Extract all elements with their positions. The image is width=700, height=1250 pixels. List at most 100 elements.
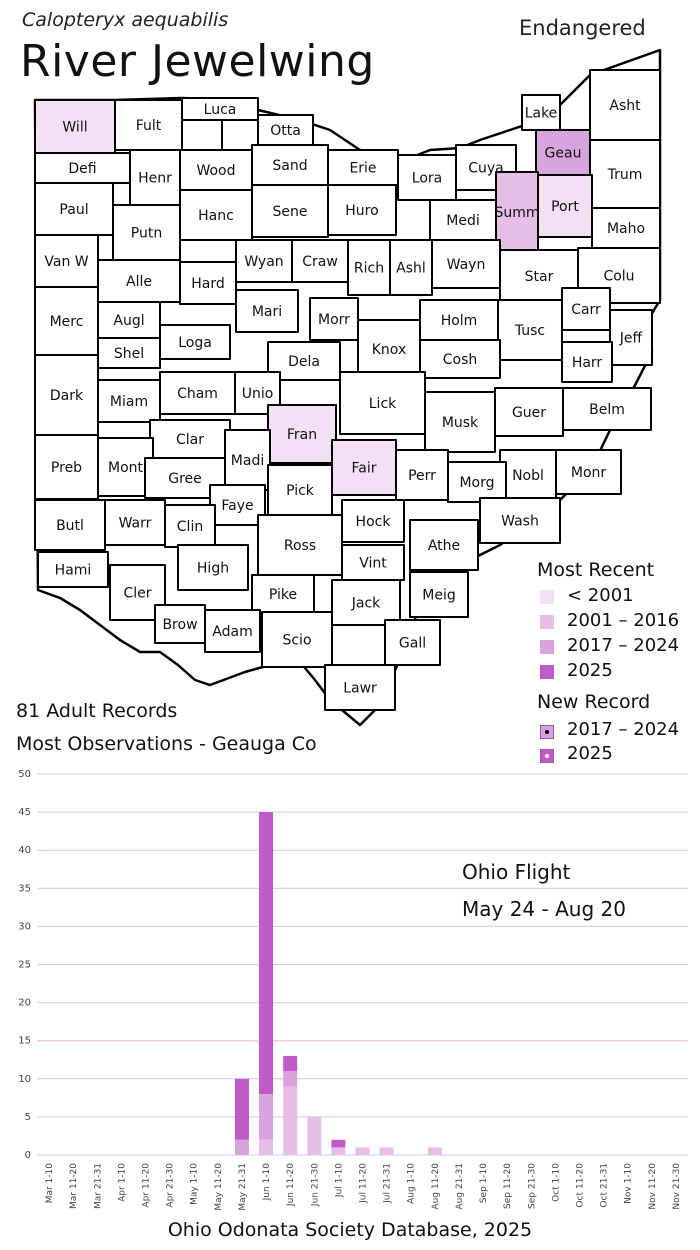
county-label: Jack	[351, 596, 381, 612]
record-count: 81 Adult Records	[16, 700, 178, 722]
county-label: High	[197, 561, 229, 577]
county-wash	[479, 497, 561, 544]
county-label: Wood	[196, 163, 235, 179]
county-label: Wayn	[447, 257, 486, 273]
county-nobl	[499, 449, 557, 501]
x-tick-label: Aug 11-20	[431, 1163, 441, 1210]
county-label: Jeff	[619, 331, 643, 347]
x-tick-label: Jun 21-30	[310, 1163, 320, 1207]
county-label: Craw	[302, 254, 338, 270]
county-fult	[114, 99, 183, 151]
x-tick-label: Nov 1-10	[624, 1163, 634, 1204]
county-label: Augl	[113, 313, 144, 329]
county-huro	[327, 184, 397, 236]
source-footer: Ohio Odonata Society Database, 2025	[167, 1219, 533, 1241]
county-musk	[424, 391, 496, 453]
county-clar	[149, 419, 231, 459]
x-tick-label: Jun 11-20	[286, 1163, 296, 1207]
legend-title: Most Recent	[537, 559, 655, 581]
county-belm	[562, 387, 652, 431]
county-pike	[251, 574, 315, 614]
county-meig	[409, 571, 469, 618]
county-shel	[97, 337, 161, 369]
x-tick-label: Sep 11-20	[503, 1163, 513, 1209]
county-label: Dark	[50, 388, 84, 404]
y-tick-label: 15	[18, 1036, 31, 1047]
county-label: Cler	[123, 586, 151, 602]
county-clin	[164, 504, 216, 548]
y-tick-label: 10	[18, 1074, 31, 1085]
county-adam	[204, 609, 261, 653]
legend-swatch	[540, 590, 554, 604]
county-label: Clar	[176, 432, 204, 448]
county-label: Holm	[441, 313, 478, 329]
county-wood	[179, 149, 253, 191]
county-label: Loga	[178, 335, 212, 351]
county-fair	[331, 439, 397, 496]
county-jeff	[609, 309, 653, 366]
county-label: Ashl	[396, 261, 426, 277]
scientific-name: Calopteryx aequabilis	[22, 9, 229, 31]
y-tick-label: 20	[18, 998, 31, 1009]
county-butl	[34, 499, 106, 551]
county-miam	[97, 379, 161, 423]
county-label: Hami	[55, 563, 92, 579]
county-morr	[309, 297, 359, 341]
y-tick-label: 45	[18, 807, 31, 818]
x-tick-label: Aug 1-10	[407, 1163, 417, 1204]
county-fran	[267, 404, 337, 464]
county-morg	[447, 461, 507, 503]
county-label: Asht	[609, 98, 641, 114]
county-label: Van W	[44, 254, 88, 270]
county-label: Will	[62, 120, 87, 136]
county-wayn	[431, 239, 501, 289]
conservation-status: Endangered	[519, 16, 646, 40]
county-label: Athe	[428, 538, 460, 554]
county-holm	[419, 299, 499, 341]
county-label: Paul	[59, 202, 88, 218]
county-label: Lora	[412, 171, 442, 187]
x-tick-label: Jun 1-10	[262, 1163, 272, 1202]
county-label: Belm	[589, 402, 625, 418]
county-label: Morg	[459, 475, 494, 491]
legend-label: 2025	[567, 660, 613, 681]
x-tick-label: Apr 21-30	[166, 1163, 176, 1208]
county-mari	[235, 289, 299, 333]
x-tick-label: Oct 11-20	[576, 1163, 586, 1208]
y-tick-label: 5	[25, 1112, 31, 1123]
county-label: Knox	[372, 342, 406, 358]
county-warr	[104, 499, 166, 546]
county-ashl	[389, 239, 433, 296]
county-port	[537, 174, 593, 238]
county-label: Trum	[607, 167, 643, 183]
county-asht	[589, 69, 661, 141]
county-wyan	[235, 239, 293, 283]
county-label: Unio	[242, 386, 274, 402]
x-tick-label: Oct 1-10	[551, 1163, 561, 1202]
county-label: Dela	[288, 354, 320, 370]
county-scio	[261, 611, 333, 668]
county-label: Defi	[68, 161, 96, 177]
county-label: Pick	[286, 483, 315, 499]
x-tick-label: Sep 21-30	[527, 1163, 537, 1209]
county-label: Geau	[545, 146, 582, 162]
county-geau	[535, 129, 591, 176]
new-record-label: 2017 – 2024	[567, 719, 680, 740]
county-label: Ross	[284, 538, 316, 554]
bar-segment	[355, 1147, 370, 1155]
legend-label: 2001 – 2016	[567, 610, 680, 631]
county-luca	[181, 119, 223, 151]
county-label: Fair	[352, 461, 377, 477]
county-label: Summ	[494, 205, 539, 221]
y-tick-label: 50	[18, 769, 31, 780]
county-label: Merc	[50, 314, 84, 330]
new-record-legend-title: New Record	[537, 691, 651, 713]
county-harr	[561, 341, 613, 383]
county-alle	[97, 259, 181, 303]
county-label: Morr	[318, 312, 350, 328]
legend-swatch	[540, 615, 554, 629]
dot-icon	[545, 730, 549, 734]
county-putn	[112, 204, 181, 261]
county-mont	[97, 437, 154, 497]
county-label: Pike	[269, 587, 297, 603]
